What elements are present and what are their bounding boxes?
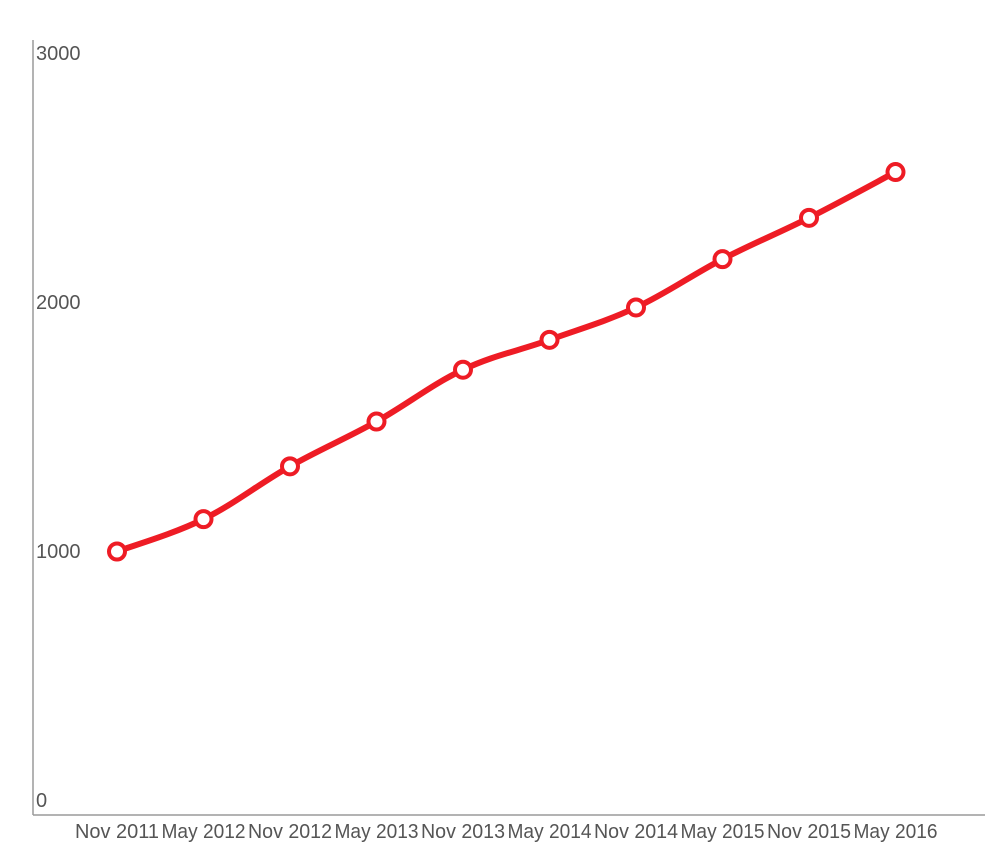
data-point[interactable]	[366, 411, 387, 432]
data-point[interactable]	[539, 329, 560, 350]
series-group	[107, 162, 906, 562]
series-line	[114, 169, 899, 555]
y-tick-label: 2000	[36, 292, 81, 314]
data-point[interactable]	[885, 162, 906, 183]
x-tick-label: Nov 2014	[594, 821, 678, 843]
data-point[interactable]	[626, 297, 646, 318]
data-point[interactable]	[712, 249, 733, 270]
x-tick-label: Nov 2013	[421, 821, 505, 843]
x-tick-label: May 2012	[162, 821, 246, 843]
data-point[interactable]	[107, 541, 127, 562]
x-tick-label: May 2014	[508, 821, 592, 843]
x-tick-label: Nov 2015	[767, 821, 851, 843]
data-point[interactable]	[453, 359, 473, 380]
x-tick-labels: Nov 2011 May 2012 Nov 2012 May 2013 Nov 2013…	[75, 821, 938, 843]
x-tick-label: Nov 2011	[75, 821, 159, 843]
data-point[interactable]	[799, 207, 819, 228]
data-point[interactable]	[280, 456, 300, 477]
x-tick-label: May 2013	[335, 821, 419, 843]
data-point[interactable]	[193, 509, 214, 530]
y-tick-labels: 0 1000 2000 3000	[36, 43, 81, 812]
x-tick-label: May 2016	[854, 821, 938, 843]
y-tick-label: 0	[36, 790, 47, 812]
y-tick-label: 3000	[36, 43, 81, 65]
x-tick-label: May 2015	[681, 821, 765, 843]
y-tick-label: 1000	[36, 541, 81, 563]
x-tick-label: Nov 2012	[248, 821, 332, 843]
